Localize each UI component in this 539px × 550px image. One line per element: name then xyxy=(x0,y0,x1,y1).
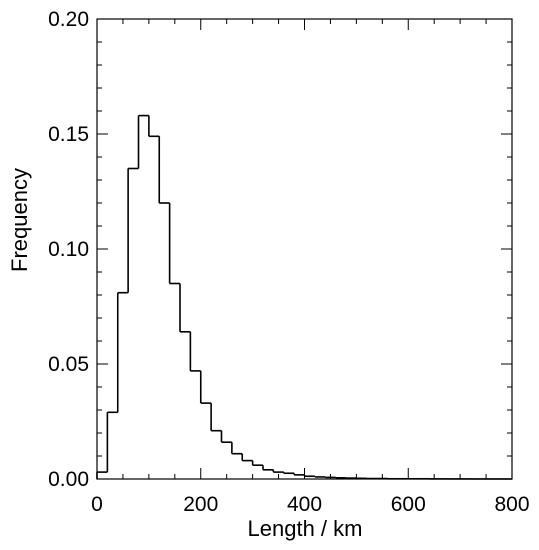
x-axis: 0 200 400 600 800 xyxy=(91,19,530,516)
x-tick-label: 0 xyxy=(91,493,103,516)
y-tick-label: 0.00 xyxy=(48,468,89,491)
x-tick-label: 800 xyxy=(494,493,529,516)
y-tick-label: 0.15 xyxy=(48,123,89,146)
x-axis-label: Length / km xyxy=(248,516,363,541)
y-tick-label: 0.05 xyxy=(48,353,89,376)
histogram-series xyxy=(96,114,512,480)
y-tick-label: 0.10 xyxy=(48,238,89,261)
plot-frame xyxy=(96,18,513,480)
x-tick-label: 200 xyxy=(183,493,218,516)
y-axis: 0.00 0.05 0.10 0.15 0.20 xyxy=(48,8,512,491)
plot-border xyxy=(96,18,513,480)
x-tick-label: 600 xyxy=(391,493,426,516)
y-axis-label: Frequency xyxy=(7,168,32,272)
y-tick-label: 0.20 xyxy=(48,8,89,31)
x-tick-label: 400 xyxy=(287,493,322,516)
